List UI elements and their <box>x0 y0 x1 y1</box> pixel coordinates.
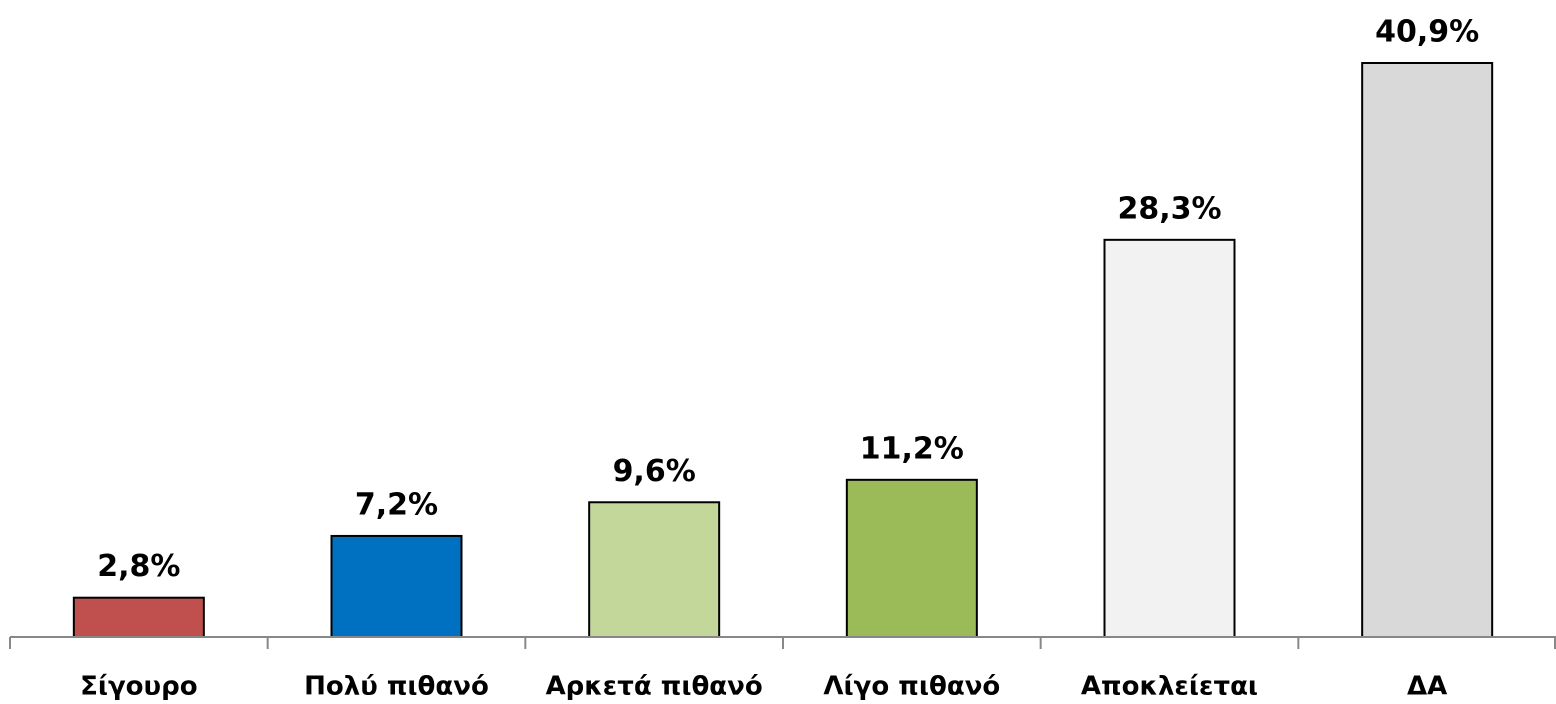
value-label: 9,6% <box>613 454 696 489</box>
bar <box>72 596 205 639</box>
value-label: 2,8% <box>97 549 180 584</box>
bar <box>330 534 463 639</box>
x-tick-label: Πολύ πιθανό <box>304 672 489 702</box>
value-label: 28,3% <box>1117 191 1221 226</box>
value-label: 11,2% <box>860 431 964 466</box>
x-tick-label: Αποκλείεται <box>1081 672 1258 702</box>
value-label: 40,9% <box>1375 15 1479 50</box>
bar <box>1103 238 1236 638</box>
x-tick-label: ΔΑ <box>1407 672 1447 702</box>
value-label: 7,2% <box>355 487 438 522</box>
x-tick-label: Λίγο πιθανό <box>823 672 1000 702</box>
x-tick-label: Σίγουρο <box>80 672 198 702</box>
x-tick-label: Αρκετά πιθανό <box>546 672 763 702</box>
bar <box>588 501 721 638</box>
bar <box>845 478 978 638</box>
bar <box>1361 62 1494 638</box>
